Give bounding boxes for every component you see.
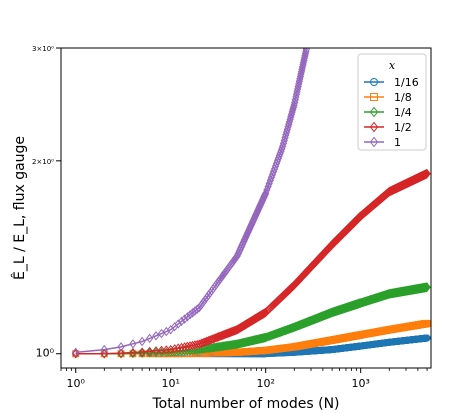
data-point xyxy=(183,312,192,322)
y-tick-label: 2×10⁰ xyxy=(32,158,54,166)
data-point xyxy=(145,346,154,357)
legend-label: 1/16 xyxy=(394,76,419,89)
x-tick-label: 10¹ xyxy=(161,377,179,390)
series-4 xyxy=(72,48,310,358)
legend-marker xyxy=(370,93,378,101)
data-point xyxy=(282,130,290,140)
data-point xyxy=(195,339,203,349)
data-point xyxy=(193,304,201,315)
legend-item: 1/16 xyxy=(364,76,419,89)
data-point xyxy=(263,185,271,195)
x-axis-label: Total number of modes (N) xyxy=(151,396,339,412)
data-point xyxy=(171,344,179,354)
legend-marker xyxy=(369,106,379,118)
data-point xyxy=(145,333,154,344)
data-point xyxy=(152,346,160,356)
legend-label: 1/4 xyxy=(394,106,412,119)
data-point xyxy=(197,338,205,349)
data-point xyxy=(167,344,175,355)
data-point xyxy=(177,342,186,353)
data-point xyxy=(180,314,189,324)
data-point xyxy=(191,306,199,316)
data-point xyxy=(129,339,137,349)
data-point xyxy=(423,282,431,292)
data-point xyxy=(262,188,270,198)
x-tick-label: 10⁰ xyxy=(67,377,86,390)
legend-label: 1/8 xyxy=(394,91,412,104)
data-point xyxy=(174,343,182,353)
data-point xyxy=(212,333,220,343)
data-point xyxy=(174,319,182,329)
legend-label: 1 xyxy=(394,136,401,149)
data-point xyxy=(138,347,146,357)
data-point xyxy=(213,278,222,288)
data-point xyxy=(201,295,209,305)
series-2 xyxy=(72,282,431,359)
legend-label: 1/2 xyxy=(394,121,412,134)
data-point xyxy=(152,331,160,341)
legend-items: 1/16 1/8 1/4 1/2 1 xyxy=(364,76,419,149)
data-point xyxy=(423,319,431,327)
x-tick-label: 10² xyxy=(256,377,274,390)
data-point xyxy=(171,350,179,358)
legend-title: x xyxy=(389,59,396,72)
legend-item: 1 xyxy=(364,136,401,149)
data-point xyxy=(266,175,274,186)
series-3 xyxy=(72,168,431,359)
data-point xyxy=(186,310,194,320)
data-point xyxy=(210,333,219,344)
legend-item: 1/2 xyxy=(364,121,412,134)
data-point xyxy=(188,308,197,318)
data-point xyxy=(423,334,431,342)
ticks-layer: 10⁰ 10¹ 10² 10³ 10⁰ 2×10⁰ 3×10⁰ xyxy=(32,45,428,390)
legend-item: 1/8 xyxy=(364,91,412,104)
data-point xyxy=(193,339,201,350)
data-point xyxy=(180,342,189,352)
legend-marker xyxy=(369,121,379,133)
series-1 xyxy=(72,319,431,358)
data-point xyxy=(129,347,137,358)
data-point xyxy=(100,344,108,355)
data-point xyxy=(199,297,207,308)
legend-item: 1/4 xyxy=(364,106,412,119)
data-point xyxy=(197,300,205,310)
y-axis-label: Ê_L / E_L, flux gauge xyxy=(10,136,28,280)
data-point xyxy=(199,337,207,348)
legend: x 1/16 1/8 1/4 1/2 1 xyxy=(357,53,427,151)
legend-marker xyxy=(370,78,378,86)
plot-frame xyxy=(60,47,432,369)
y-tick-label: 3×10⁰ xyxy=(32,45,54,53)
data-point xyxy=(117,342,125,352)
data-point xyxy=(265,178,273,189)
data-point xyxy=(138,336,146,347)
legend-box xyxy=(357,53,427,151)
data-point xyxy=(117,348,125,358)
data-point xyxy=(100,349,108,359)
data-point xyxy=(177,316,186,327)
data-point xyxy=(195,302,203,313)
data-point xyxy=(264,181,272,192)
x-tick-label: 10³ xyxy=(351,377,369,390)
legend-marker xyxy=(369,136,379,148)
y-tick-label: 10⁰ xyxy=(36,347,55,360)
data-point xyxy=(203,292,211,303)
data-point xyxy=(423,168,431,179)
data-point xyxy=(72,347,80,358)
series-layer xyxy=(72,48,431,359)
data-point xyxy=(281,132,289,143)
